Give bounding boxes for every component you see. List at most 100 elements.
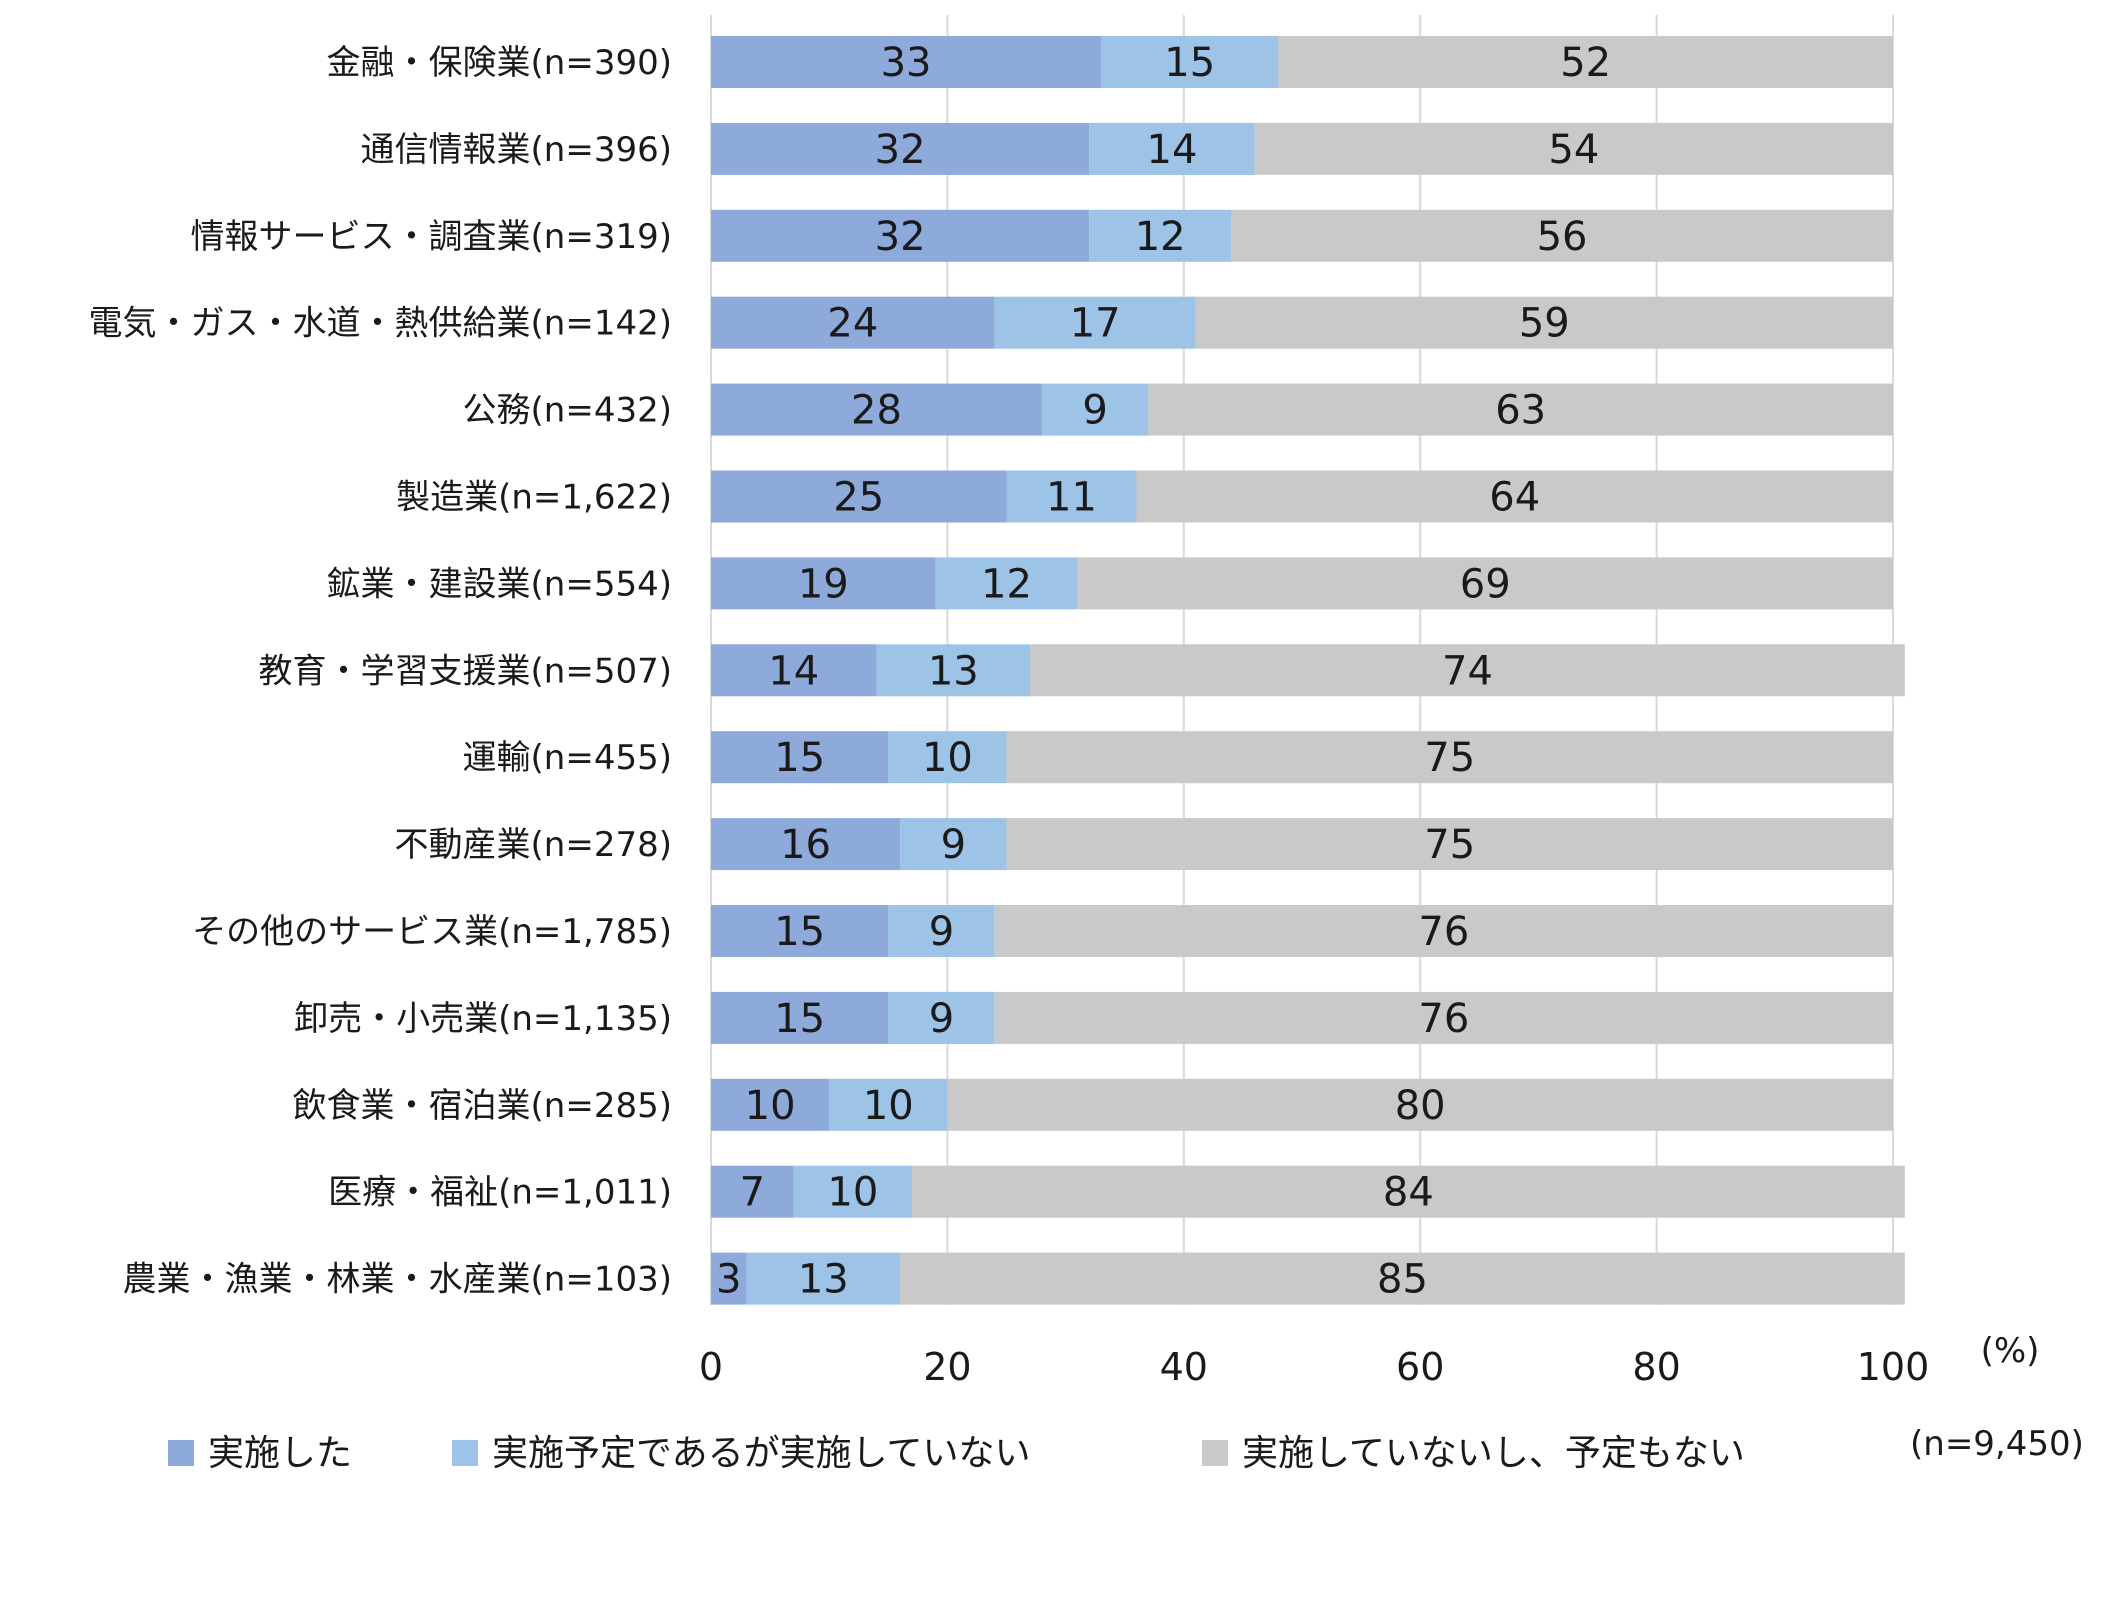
bar-value-label-9-1: 9 <box>941 822 966 868</box>
bar-8-series-2 <box>1006 731 1893 784</box>
bar-value-label-7-0: 14 <box>768 648 819 694</box>
bar-4-series-2 <box>1148 383 1893 436</box>
bar-value-label-8-0: 15 <box>774 735 825 781</box>
bar-value-label-6-1: 12 <box>981 561 1032 607</box>
bar-value-label-7-1: 13 <box>928 648 979 694</box>
category-label-12: 飲食業・宿泊業(n=285) <box>293 1086 672 1126</box>
category-labels: 金融・保険業(n=390) 通信情報業(n=396) 情報サービス・調査業(n=31… <box>89 43 672 1300</box>
bar-14-series-0 <box>711 1252 747 1305</box>
bar-value-label-14-2: 85 <box>1377 1257 1428 1303</box>
x-tick-label-20: 20 <box>923 1345 971 1389</box>
bar-value-label-13-2: 84 <box>1383 1170 1434 1216</box>
bar-value-label-12-2: 80 <box>1395 1083 1446 1129</box>
bar-14-series-2 <box>900 1252 1905 1305</box>
bar-13-series-0 <box>711 1165 794 1218</box>
category-label-7: 教育・学習支援業(n=507) <box>259 651 672 691</box>
bar-2-series-0 <box>711 209 1090 262</box>
bar-11-series-1 <box>888 991 995 1044</box>
legend-swatch-2 <box>1202 1440 1228 1466</box>
legend-label-2: 実施していないし、予定もない <box>1242 1433 1745 1474</box>
bar-10-series-2 <box>994 905 1893 957</box>
sample-size-note: (n=9,450) <box>1910 1424 2084 1464</box>
bar-0-series-0 <box>711 36 1102 88</box>
legend-swatch-0 <box>168 1440 194 1466</box>
bar-value-label-1-2: 54 <box>1548 127 1599 173</box>
bar-11-series-0 <box>711 991 889 1044</box>
x-tick-label-80: 80 <box>1632 1345 1680 1389</box>
bar-value-label-10-1: 9 <box>929 909 954 955</box>
bar-value-label-10-0: 15 <box>774 909 825 955</box>
bar-value-label-2-1: 12 <box>1135 214 1186 260</box>
bar-value-label-7-2: 74 <box>1442 648 1493 694</box>
bar-10-series-1 <box>888 905 995 957</box>
bar-1-series-0 <box>711 122 1090 175</box>
bar-value-label-3-1: 17 <box>1070 301 1121 347</box>
bar-12-series-0 <box>711 1078 830 1131</box>
bar-1-series-1 <box>1089 122 1255 175</box>
category-label-3: 電気・ガス・水道・熱供給業(n=142) <box>89 304 672 344</box>
bar-12-series-2 <box>947 1078 1893 1131</box>
bar-value-label-12-0: 10 <box>745 1083 796 1129</box>
bars: 33 15 52 32 14 54 32 12 56 24 17 59 28 9 63 25 11 64 19 12 6… <box>711 36 1905 1305</box>
legend: 実施した 実施予定であるが実施していない 実施していないし、予定もない (n=9,45… <box>168 1424 2084 1474</box>
legend-label-1: 実施予定であるが実施していない <box>492 1433 1031 1474</box>
category-label-1: 通信情報業(n=396) <box>361 130 672 170</box>
bar-4-series-1 <box>1041 383 1149 436</box>
bar-7-series-2 <box>1030 644 1905 697</box>
bar-1-series-2 <box>1254 122 1893 175</box>
legend-swatch-1 <box>452 1440 478 1466</box>
bar-value-label-1-1: 14 <box>1147 127 1198 173</box>
bar-value-label-5-1: 11 <box>1046 475 1097 521</box>
bar-value-label-9-0: 16 <box>780 822 831 868</box>
bar-0-series-2 <box>1278 36 1893 88</box>
bar-value-label-0-2: 52 <box>1560 40 1611 86</box>
bar-value-label-8-2: 75 <box>1424 735 1475 781</box>
bar-value-label-1-0: 32 <box>875 127 926 173</box>
category-label-14: 農業・漁業・林業・水産業(n=103) <box>123 1260 672 1300</box>
bar-7-series-1 <box>876 644 1031 697</box>
x-tick-label-0: 0 <box>699 1345 723 1389</box>
bar-value-label-5-2: 64 <box>1489 475 1540 521</box>
bar-3-series-0 <box>711 296 995 349</box>
bar-5-series-2 <box>1136 470 1893 523</box>
bar-9-series-1 <box>900 818 1007 871</box>
bar-value-label-3-2: 59 <box>1519 301 1570 347</box>
x-axis: 0 20 40 60 80 100 (%) <box>699 1331 2040 1389</box>
x-tick-label-100: 100 <box>1857 1345 1930 1389</box>
bar-3-series-1 <box>994 296 1196 349</box>
bar-13-series-1 <box>793 1165 912 1218</box>
bar-value-label-10-2: 76 <box>1418 909 1469 955</box>
x-tick-label-60: 60 <box>1396 1345 1444 1389</box>
category-label-10: その他のサービス業(n=1,785) <box>192 912 672 952</box>
legend-label-0: 実施した <box>208 1433 352 1474</box>
bar-12-series-1 <box>829 1078 948 1131</box>
category-label-6: 鉱業・建設業(n=554) <box>327 564 672 604</box>
bar-value-label-14-0: 3 <box>716 1257 741 1303</box>
bar-5-series-1 <box>1006 470 1137 523</box>
bar-value-label-12-1: 10 <box>863 1083 914 1129</box>
bar-7-series-0 <box>711 644 877 697</box>
bar-value-label-13-1: 10 <box>827 1170 878 1216</box>
bar-6-series-1 <box>935 557 1078 610</box>
category-label-0: 金融・保険業(n=390) <box>327 43 672 83</box>
bar-value-label-6-0: 19 <box>798 561 849 607</box>
bar-value-label-0-0: 33 <box>881 40 932 86</box>
category-label-2: 情報サービス・調査業(n=319) <box>191 217 672 257</box>
bar-6-series-2 <box>1077 557 1893 610</box>
category-label-13: 医療・福祉(n=1,011) <box>328 1173 672 1213</box>
category-label-9: 不動産業(n=278) <box>395 825 672 865</box>
x-tick-label-40: 40 <box>1160 1345 1208 1389</box>
bar-8-series-1 <box>888 731 1007 784</box>
bar-0-series-1 <box>1101 36 1279 88</box>
bar-value-label-6-2: 69 <box>1460 561 1511 607</box>
category-label-11: 卸売・小売業(n=1,135) <box>294 999 672 1039</box>
bar-value-label-0-1: 15 <box>1164 40 1215 86</box>
bar-value-label-14-1: 13 <box>798 1257 849 1303</box>
bar-4-series-0 <box>711 383 1042 436</box>
bar-8-series-0 <box>711 731 889 784</box>
bar-2-series-2 <box>1231 209 1893 262</box>
category-label-8: 運輸(n=455) <box>463 738 672 778</box>
bar-11-series-2 <box>994 991 1893 1044</box>
category-label-4: 公務(n=432) <box>463 391 672 431</box>
bar-value-label-13-0: 7 <box>740 1170 765 1216</box>
